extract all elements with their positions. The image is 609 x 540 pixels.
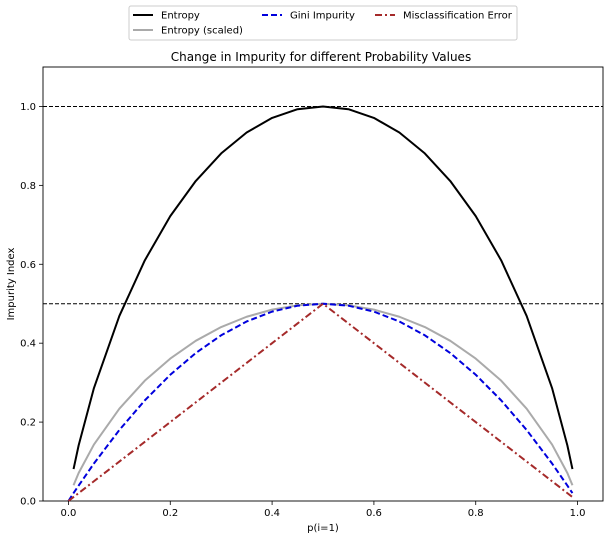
legend-label-1: Entropy (scaled)	[161, 26, 243, 37]
y-tick-label-0: 0.0	[20, 497, 36, 508]
y-axis-label: Impurity Index	[6, 248, 17, 321]
x-tick-label-1: 0.2	[162, 508, 178, 519]
y-tick-label-1: 0.2	[20, 418, 36, 429]
series-layer	[67, 105, 574, 502]
series-line-2	[67, 302, 574, 502]
chart-title: Change in Impurity for different Probabi…	[171, 50, 471, 64]
y-tick-label-3: 0.6	[20, 260, 36, 271]
legend-label-0: Entropy	[161, 11, 200, 22]
x-tick-label-5: 1.0	[570, 508, 586, 519]
x-axis: 0.0 0.2 0.4 0.6 0.8 1.0	[61, 501, 586, 519]
x-axis-label: p(i=1)	[307, 523, 339, 534]
y-tick-label-5: 1.0	[20, 102, 36, 113]
plot-area	[42, 66, 604, 502]
legend-label-3: Misclassification Error	[403, 11, 513, 22]
x-tick-label-2: 0.4	[264, 508, 280, 519]
y-axis: 0.0 0.2 0.4 0.6 0.8 1.0	[20, 102, 43, 508]
x-tick-label-4: 0.8	[468, 508, 484, 519]
y-tick-label-2: 0.4	[20, 339, 36, 350]
legend-frame	[128, 5, 518, 41]
series-line-0	[72, 105, 574, 470]
series-line-3	[67, 302, 574, 502]
y-tick-label-4: 0.8	[20, 181, 36, 192]
x-tick-label-0: 0.0	[61, 508, 77, 519]
legend: Entropy Entropy (scaled) Gini Impurity Misc…	[128, 5, 518, 41]
legend-label-2: Gini Impurity	[290, 11, 355, 22]
x-tick-label-3: 0.6	[366, 508, 382, 519]
plot-border	[42, 66, 604, 502]
